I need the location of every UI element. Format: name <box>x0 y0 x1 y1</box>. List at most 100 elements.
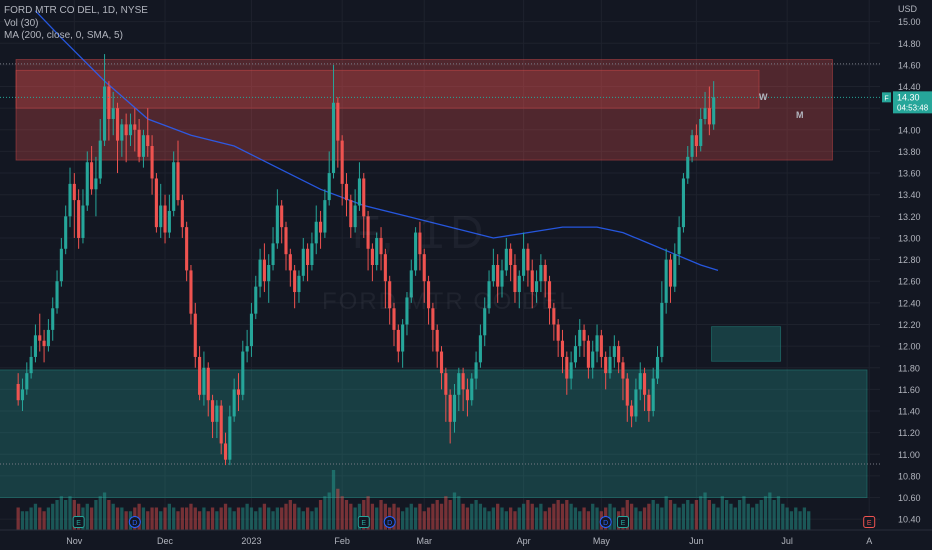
volume-bar <box>651 500 655 530</box>
volume-bar <box>318 500 323 530</box>
candle <box>98 118 102 184</box>
candle-body <box>578 329 582 347</box>
candle <box>219 400 223 455</box>
volume-bar <box>353 507 357 530</box>
volume-bar <box>344 500 349 530</box>
candle <box>621 356 625 401</box>
candle-body <box>496 265 500 287</box>
candle-body <box>267 265 271 282</box>
volume-bar <box>409 503 413 530</box>
candle <box>483 297 487 347</box>
volume-bar <box>42 511 46 530</box>
volume-bar <box>20 511 25 530</box>
candle-body <box>470 378 474 401</box>
candle-body <box>172 162 176 211</box>
candle-body <box>664 259 668 303</box>
candle <box>241 340 245 401</box>
candle-body <box>513 265 517 293</box>
candle <box>314 205 318 255</box>
price-tag-value: 14.30 <box>897 92 920 102</box>
candle <box>448 389 452 444</box>
volume-bar <box>120 507 124 530</box>
volume-bar <box>742 496 746 530</box>
price-tick-label: 11.60 <box>898 385 920 395</box>
candle <box>301 237 305 282</box>
volume-bar <box>673 503 677 530</box>
time-tick-label: May <box>593 536 611 546</box>
price-tick-label: 12.80 <box>898 255 921 265</box>
candle-body <box>703 108 707 119</box>
candle-body <box>180 200 184 228</box>
volume-bar <box>33 503 38 530</box>
volume-bar <box>59 496 64 530</box>
volume-bar <box>612 507 616 530</box>
event-marker-label: E <box>361 520 366 527</box>
volume-bar <box>383 503 388 530</box>
candle <box>565 351 569 395</box>
candle <box>128 113 133 147</box>
volume-bar <box>55 500 59 530</box>
volume-bar <box>465 507 470 530</box>
candle-body <box>591 351 595 368</box>
candle-body <box>77 200 81 238</box>
symbol-title[interactable]: FORD MTR CO DEL, 1D, NYSE <box>4 5 148 16</box>
candle-body <box>634 389 638 417</box>
volume-bar <box>768 492 772 530</box>
candle-body <box>271 243 275 265</box>
candle <box>560 329 565 374</box>
candle-body <box>206 367 210 401</box>
event-marker-label: D <box>132 520 137 527</box>
volume-bar <box>210 507 215 530</box>
earnings-marker-badge <box>72 516 85 528</box>
candle-body <box>323 200 327 233</box>
volume-indicator-label[interactable]: Vol (30) <box>4 17 39 29</box>
volume-bar <box>426 507 431 530</box>
candle-body <box>51 308 55 330</box>
candle <box>686 146 690 184</box>
volume-bar <box>275 507 280 530</box>
candle <box>331 64 336 179</box>
volume-bar <box>280 507 284 530</box>
candle-body <box>573 346 577 363</box>
candle-body <box>362 178 366 217</box>
candle-body <box>690 135 694 157</box>
price-tick-label: 14.60 <box>898 60 921 70</box>
price-tick-label: 13.60 <box>898 169 921 179</box>
volume-bar <box>172 507 176 530</box>
candle <box>630 400 634 428</box>
candle-body <box>103 86 107 141</box>
candle <box>154 173 158 233</box>
candle <box>435 324 439 368</box>
volume-bar <box>660 507 664 530</box>
volume-bar <box>68 496 72 530</box>
volume-bar <box>64 500 68 530</box>
candle <box>236 373 241 412</box>
candle-body <box>491 265 495 282</box>
volume-bar <box>292 503 297 530</box>
time-tick-label: Nov <box>66 536 83 546</box>
volume-bar <box>379 500 383 530</box>
candle <box>103 54 107 147</box>
volume-bar <box>487 511 491 530</box>
moving-average-label[interactable]: MA (200, close, 0, SMA, 5) <box>4 30 123 41</box>
small-support-box <box>711 326 782 362</box>
candle <box>504 237 508 276</box>
candle <box>617 340 621 374</box>
candle <box>543 259 547 298</box>
volume-bar <box>681 503 686 530</box>
volume-bar <box>46 507 51 530</box>
price-tag <box>893 91 932 114</box>
dividend-marker-badge <box>599 516 612 528</box>
candle-body <box>483 308 487 336</box>
time-tick-label: Mar <box>416 536 432 546</box>
candle-body <box>655 356 660 379</box>
volume-bar <box>707 500 712 530</box>
candle-body <box>340 140 344 184</box>
volume-bar <box>271 511 275 530</box>
candle <box>465 378 469 417</box>
candle-body <box>707 108 711 125</box>
watermark-company: FORD MTR CO DEL <box>322 288 575 315</box>
time-tick-label: Jun <box>689 536 704 546</box>
